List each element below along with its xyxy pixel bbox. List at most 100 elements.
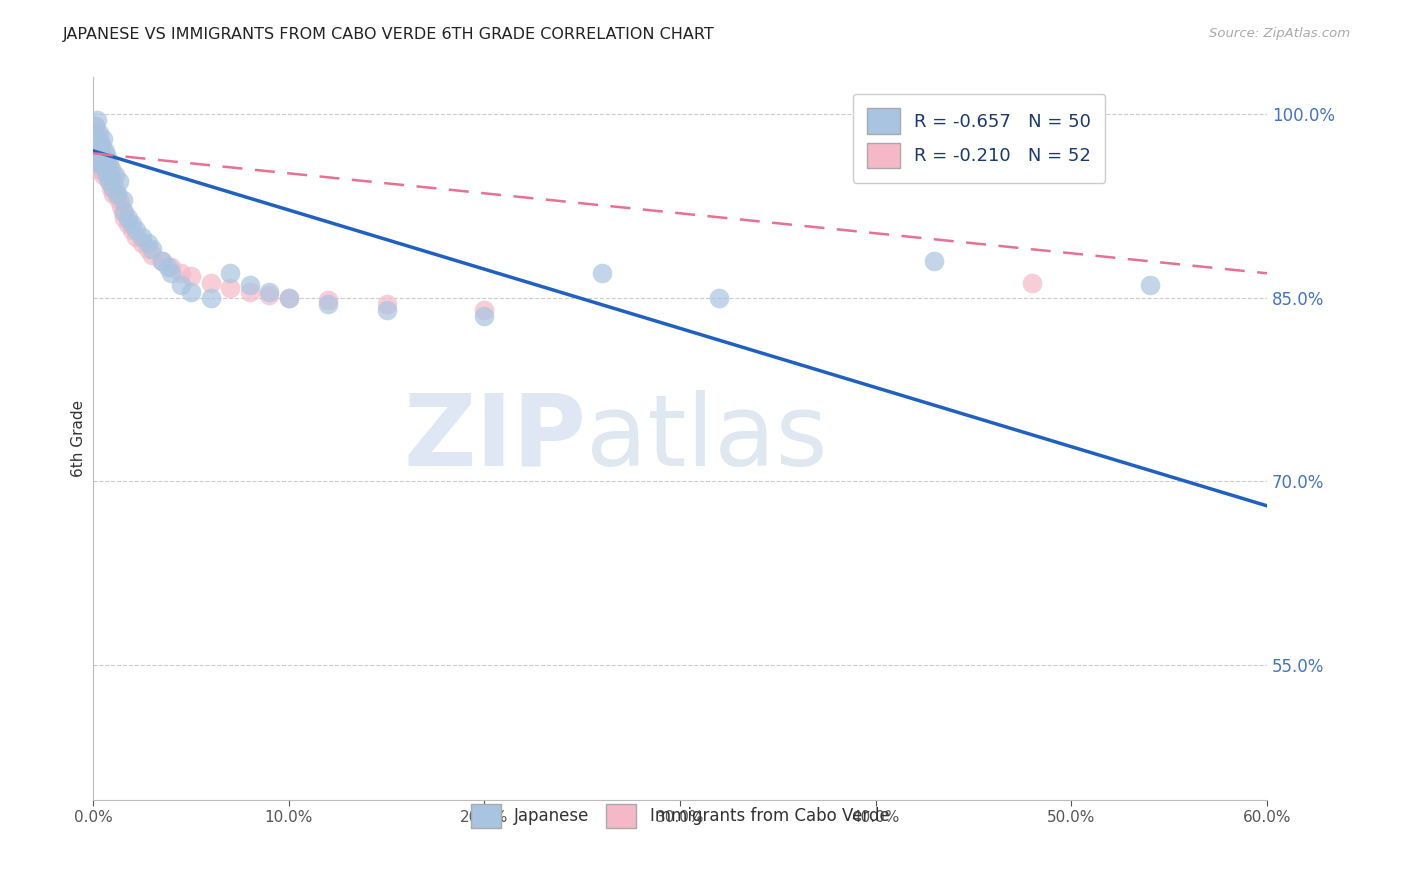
Point (86, 162, 108, 177)
Point (86, 150, 108, 164)
Point (125, 223, 148, 237)
Point (131, 235, 153, 250)
Point (105, 186, 128, 201)
Point (87, 126, 110, 140)
Point (160, 260, 183, 274)
Point (110, 199, 132, 213)
Point (84, 137, 107, 152)
Point (94, 162, 117, 177)
Point (200, 291, 222, 305)
Point (316, 293, 339, 308)
Point (114, 205, 136, 219)
Point (180, 285, 202, 299)
Point (87, 144, 110, 158)
Point (87, 156, 110, 170)
Point (94, 144, 117, 158)
Point (90, 137, 112, 152)
Point (160, 266, 183, 280)
Point (84, 120, 107, 134)
Point (117, 217, 139, 231)
Point (141, 242, 163, 256)
Point (1021, 276, 1043, 290)
Point (100, 169, 122, 183)
Point (111, 205, 134, 219)
Point (101, 186, 124, 201)
Point (257, 285, 280, 299)
Point (86, 126, 108, 140)
Point (91, 131, 114, 145)
Point (97, 174, 120, 188)
Point (101, 180, 124, 194)
Point (239, 278, 262, 293)
Point (125, 229, 148, 244)
Point (87, 131, 110, 145)
Point (97, 174, 120, 188)
Point (91, 156, 114, 170)
Point (707, 291, 730, 305)
Point (84, 120, 107, 134)
Point (474, 303, 496, 318)
Point (84, 150, 107, 164)
Point (91, 169, 114, 183)
Point (117, 211, 139, 226)
Point (84, 137, 107, 152)
Point (96, 169, 118, 183)
Point (180, 268, 202, 283)
Text: atlas: atlas (586, 390, 828, 487)
Point (114, 211, 136, 226)
Point (474, 309, 496, 323)
Point (90, 137, 112, 152)
Point (87, 156, 110, 170)
Point (136, 235, 159, 250)
Point (87, 144, 110, 158)
Point (924, 254, 946, 268)
Point (150, 254, 173, 268)
Text: Source: ZipAtlas.com: Source: ZipAtlas.com (1209, 27, 1350, 40)
Point (111, 193, 134, 207)
Point (96, 150, 118, 164)
Point (100, 162, 122, 177)
Point (86, 131, 108, 145)
Point (1139, 278, 1161, 293)
Point (96, 156, 118, 170)
Point (121, 223, 143, 237)
Point (104, 169, 127, 183)
Point (375, 303, 398, 318)
Point (86, 144, 108, 158)
Point (97, 162, 120, 177)
Point (86, 156, 108, 170)
Point (316, 297, 339, 311)
Point (101, 174, 124, 188)
Point (90, 150, 112, 164)
Point (219, 266, 242, 280)
Point (84, 131, 107, 145)
Point (200, 276, 222, 290)
Point (86, 113, 108, 128)
Y-axis label: 6th Grade: 6th Grade (72, 400, 86, 477)
Point (375, 297, 398, 311)
Point (86, 137, 108, 152)
Point (150, 254, 173, 268)
Point (136, 242, 159, 256)
Point (257, 288, 280, 302)
Point (131, 229, 153, 244)
Legend: Japanese, Immigrants from Cabo Verde: Japanese, Immigrants from Cabo Verde (464, 797, 896, 835)
Point (105, 186, 128, 201)
Text: ZIP: ZIP (404, 390, 586, 487)
Point (141, 248, 163, 262)
Point (239, 285, 262, 299)
Point (97, 156, 120, 170)
Point (591, 266, 613, 280)
Text: JAPANESE VS IMMIGRANTS FROM CABO VERDE 6TH GRADE CORRELATION CHART: JAPANESE VS IMMIGRANTS FROM CABO VERDE 6… (63, 27, 716, 42)
Point (170, 278, 193, 293)
Point (107, 174, 129, 188)
Point (90, 162, 112, 177)
Point (96, 169, 118, 183)
Point (156, 260, 179, 274)
Point (94, 150, 117, 164)
Point (94, 162, 117, 177)
Point (91, 144, 114, 158)
Point (104, 180, 127, 194)
Point (91, 156, 114, 170)
Point (277, 291, 299, 305)
